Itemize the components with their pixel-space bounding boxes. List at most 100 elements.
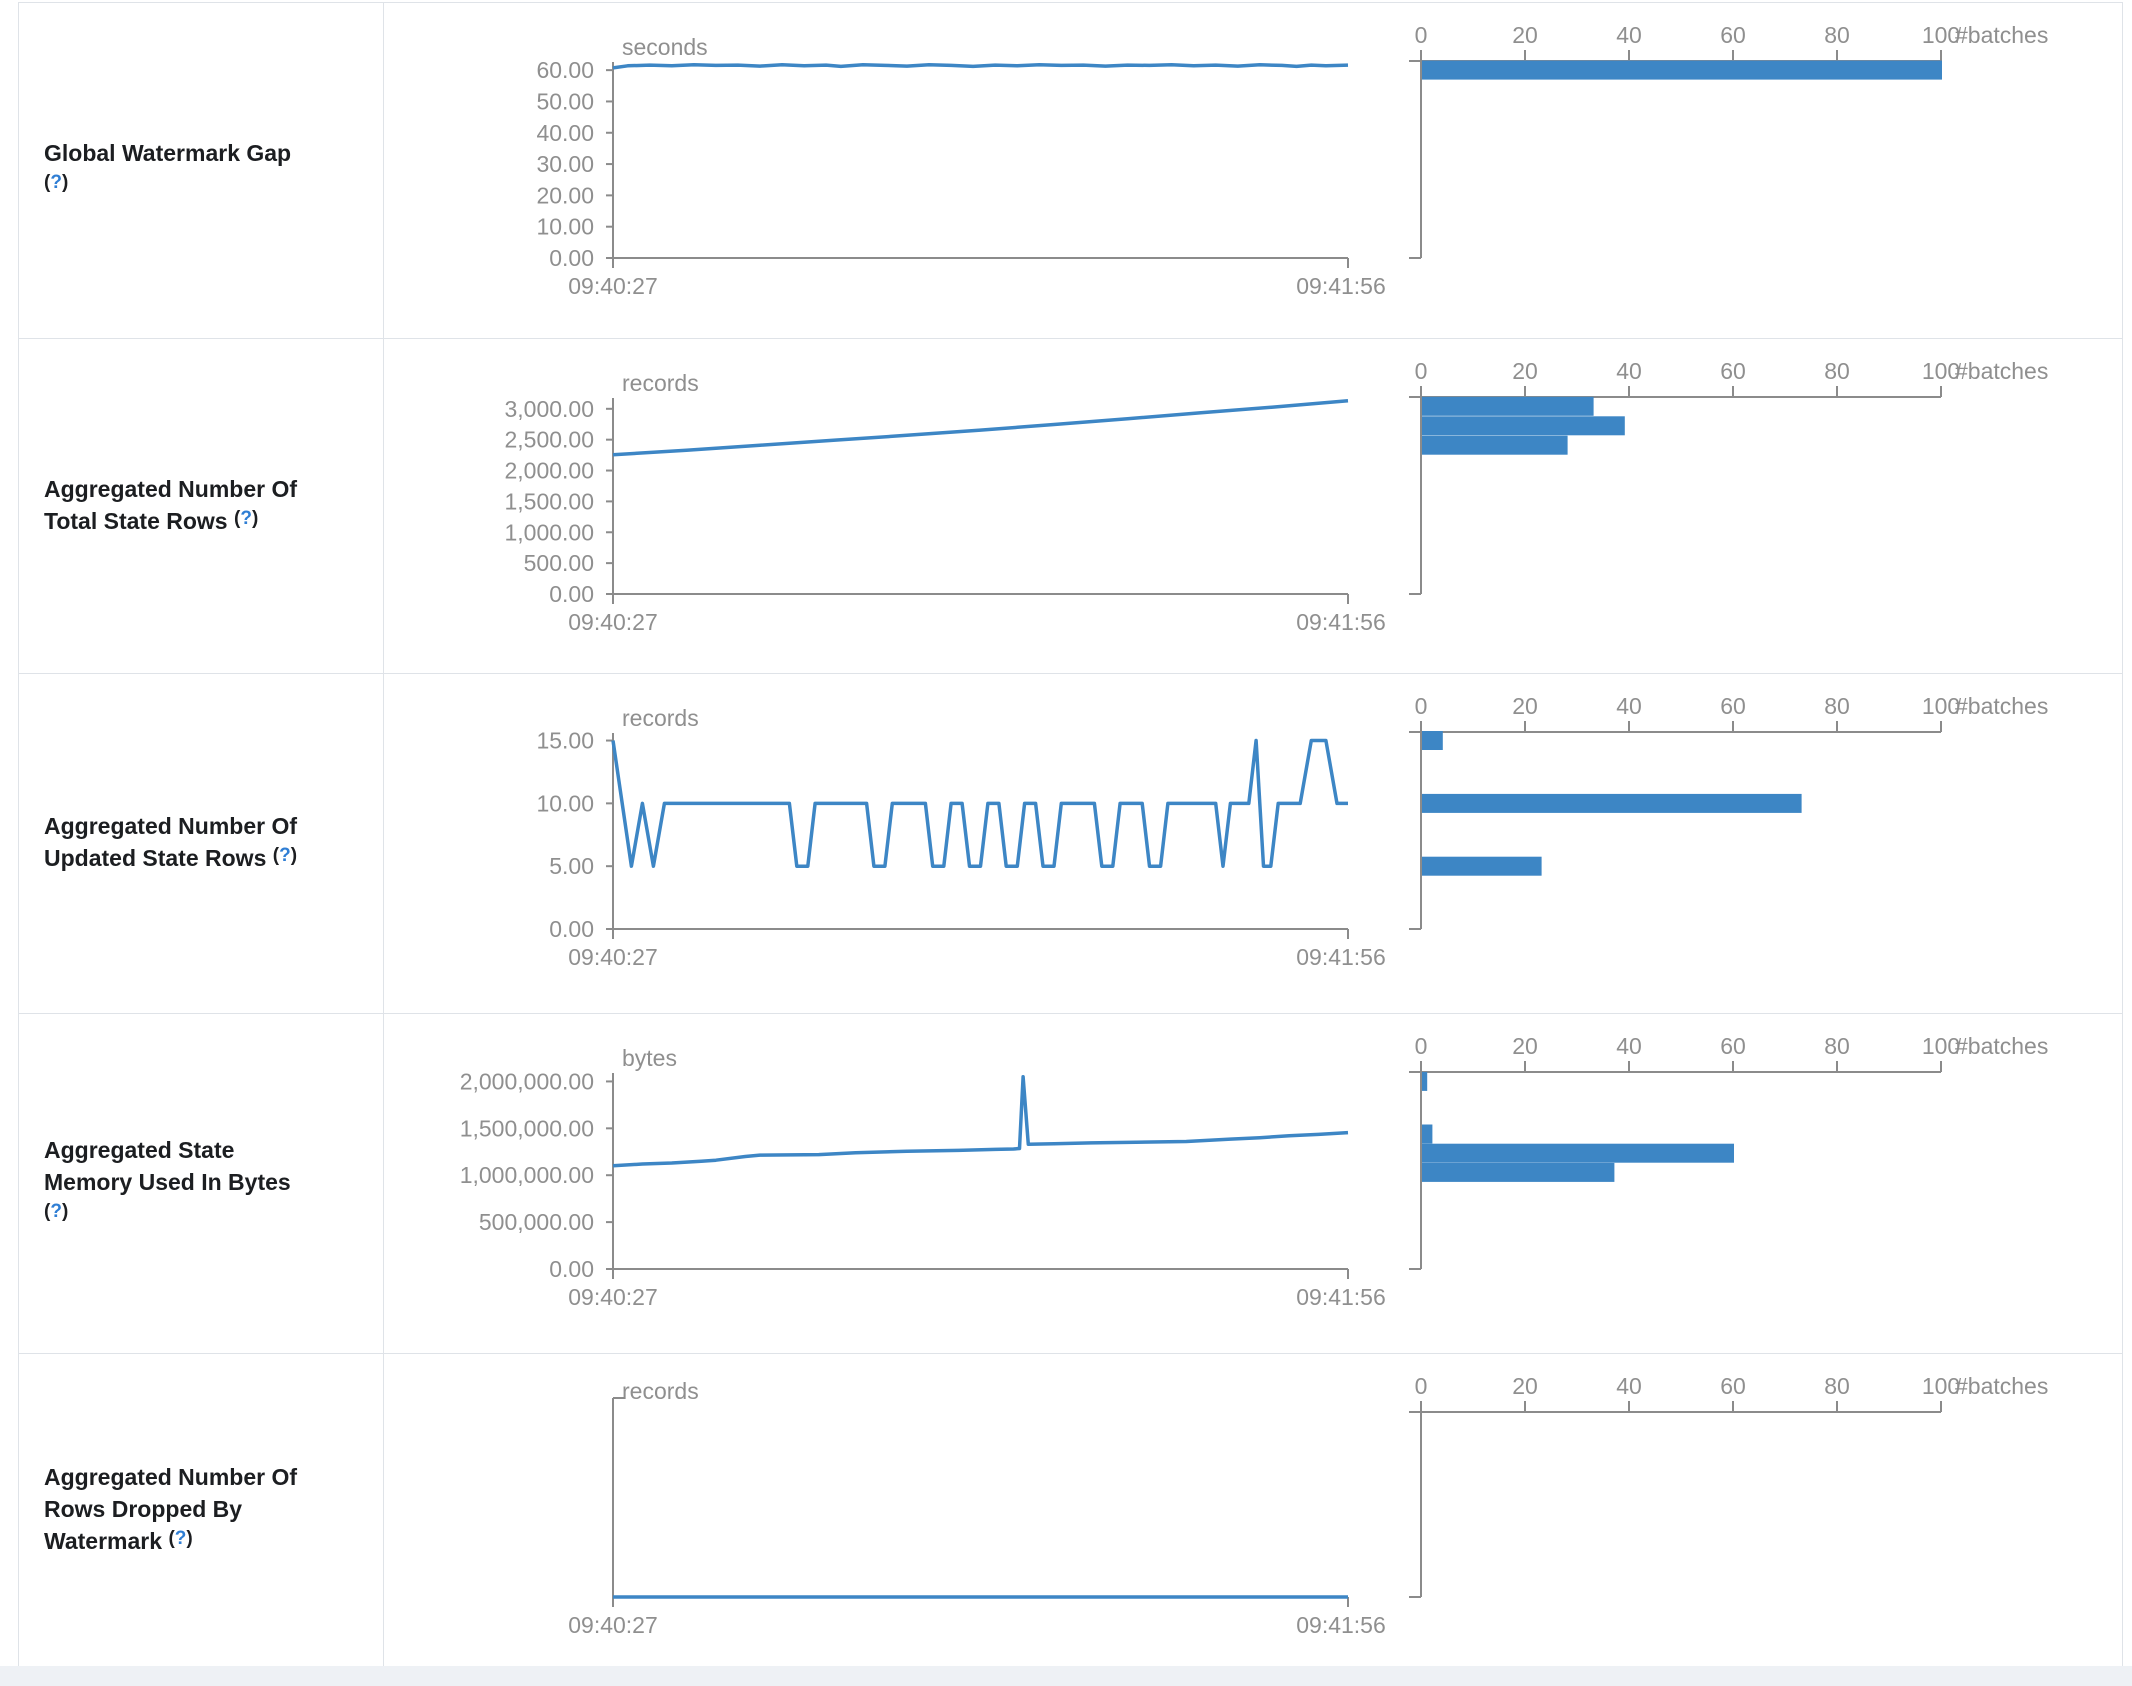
metric-label: Aggregated Number Of Rows Dropped By Water… (19, 1354, 384, 1667)
histogram-x-tick-label: 0 (1415, 693, 1428, 719)
timeline-x-start-label: 09:40:27 (568, 1284, 658, 1310)
timeline-x-end-label: 09:41:56 (1296, 1612, 1386, 1638)
metric-label-line: Watermark (?) (44, 1525, 383, 1560)
help-link[interactable]: ? (50, 172, 62, 193)
timeline-y-tick-label: 2,000,000.00 (460, 1068, 594, 1094)
help-marker: (?) (273, 845, 297, 866)
timeline-y-tick-label: 30.00 (536, 151, 594, 177)
timeline-y-tick-label: 10.00 (536, 214, 594, 240)
metric-label-text: Aggregated Number Of (44, 475, 298, 502)
histogram-chart: 0 20 40 60 80 100#batches (1409, 693, 2048, 930)
timeline-unit-label: seconds (622, 34, 708, 60)
histogram-x-tick-label: 60 (1720, 1373, 1746, 1399)
help-paren-close: ) (290, 845, 298, 866)
histogram-x-tick-label: 100 (1922, 22, 1960, 48)
timeline-chart: bytes 0.00 500,000.00 1,000,000.00 1,500,000… (460, 1045, 1386, 1310)
help-marker: (?) (44, 172, 68, 193)
timeline-chart: records 0.00 500.00 1,000.00 1,500.00 2,000.0… (504, 370, 1385, 635)
help-paren-close: ) (251, 507, 259, 529)
histogram-x-tick-label: 40 (1616, 358, 1642, 384)
metric-label-line: Rows Dropped By (44, 1493, 383, 1525)
timeline-unit-label: records (622, 370, 699, 396)
timeline-x-start-label: 09:40:27 (568, 944, 658, 970)
metric-charts: records 0.00 500.00 1,000.00 1,500.00 2,000.0… (384, 339, 2122, 673)
metric-label-line: Aggregated Number Of (44, 473, 383, 505)
timeline-y-tick-label: 0.00 (549, 1256, 594, 1282)
histogram-x-tick-label: 60 (1720, 22, 1746, 48)
timeline-x-start-label: 09:40:27 (568, 273, 658, 299)
metric-label-line: (?) (44, 1198, 383, 1233)
metrics-table: Global Watermark Gap (?) seconds 0.00 10.00 2… (18, 2, 2123, 1668)
histogram-x-tick-label: 60 (1720, 1033, 1746, 1059)
timeline-y-tick-label: 60.00 (536, 57, 594, 83)
histogram-x-tick-label: 40 (1616, 1373, 1642, 1399)
metric-label-text: Memory Used In Bytes (44, 1169, 291, 1195)
help-link[interactable]: ? (174, 1528, 187, 1549)
timeline-chart: seconds 0.00 10.00 20.00 30.00 40.00 50.00 60.0… (536, 34, 1385, 299)
metric-label-line: Aggregated Number Of (44, 810, 383, 842)
timeline-y-tick-label: 1,000.00 (504, 519, 594, 545)
timeline-y-tick-label: 2,500.00 (504, 427, 594, 453)
histogram-x-tick-label: 0 (1415, 358, 1428, 384)
histogram-x-tick-label: 0 (1415, 1033, 1428, 1059)
metric-label-line: Aggregated State (44, 1134, 383, 1166)
help-link[interactable]: ? (279, 845, 291, 866)
help-paren-open: ( (44, 172, 51, 193)
timeline-x-end-label: 09:41:56 (1296, 609, 1386, 635)
metric-label-text: Aggregated Number Of (44, 813, 298, 839)
timeline-y-tick-label: 50.00 (536, 88, 594, 114)
timeline-y-tick-label: 0.00 (549, 916, 594, 942)
metric-label: Aggregated Number Of Total State Rows (?) (19, 339, 384, 673)
help-paren-open: ( (234, 507, 241, 529)
timeline-y-tick-label: 3,000.00 (504, 396, 594, 422)
timeline-x-end-label: 09:41:56 (1296, 1284, 1386, 1310)
histogram-x-tick-label: 0 (1415, 1373, 1428, 1399)
timeline-y-tick-label: 500.00 (524, 550, 594, 576)
histogram-x-tick-label: 100 (1922, 1373, 1960, 1399)
help-link[interactable]: ? (50, 1201, 62, 1222)
metric-label-line: Total State Rows (?) (44, 505, 383, 540)
timeline-chart: records 0.00 5.00 10.00 15.00 09:40:27 09:41:5… (536, 705, 1385, 970)
metric-label-line: Updated State Rows (?) (44, 842, 383, 877)
metric-label-text: Total State Rows (44, 507, 228, 534)
metric-label-text: Rows Dropped By (44, 1496, 243, 1522)
histogram-x-tick-label: 40 (1616, 22, 1642, 48)
timeline-chart: records 09:40:27 09:41:56 (568, 1378, 1386, 1638)
help-link[interactable]: ? (240, 507, 252, 529)
timeline-y-tick-label: 1,000,000.00 (460, 1162, 594, 1188)
help-marker: (?) (168, 1528, 192, 1549)
metric-charts-svg: records 0.00 500.00 1,000.00 1,500.00 2,000.0… (504, 358, 2048, 635)
metric-label: Aggregated State Memory Used In Bytes (?) (19, 1014, 384, 1353)
histogram-chart: 0 20 40 60 80 100#batches (1409, 358, 2048, 595)
help-paren-open: ( (272, 845, 280, 866)
metric-charts: records 09:40:27 09:41:56 0 20 40 60 80 100 #batc… (384, 1354, 2122, 1667)
help-paren-open: ( (168, 1528, 175, 1549)
timeline-y-tick-label: 1,500.00 (504, 488, 594, 514)
histogram-x-tick-label: 80 (1824, 1373, 1850, 1399)
histogram-bar (1422, 1162, 1615, 1182)
histogram-x-tick-label: 40 (1616, 693, 1642, 719)
page-background-strip (0, 1666, 2132, 1686)
metric-charts: bytes 0.00 500,000.00 1,000,000.00 1,500,000… (384, 1014, 2122, 1353)
histogram-bar (1422, 793, 1802, 813)
metric-label-text: Aggregated Number Of (44, 1464, 298, 1490)
histogram-unit-label: #batches (1955, 693, 2048, 719)
metric-label-text: Aggregated State (44, 1137, 235, 1163)
histogram-x-tick-label: 80 (1824, 358, 1850, 384)
histogram-unit-label: #batches (1955, 22, 2048, 48)
help-marker: (?) (234, 508, 258, 529)
metric-label-line: (?) (44, 169, 383, 204)
histogram-bar (1422, 856, 1542, 876)
histogram-bar (1422, 435, 1568, 455)
histogram-bar (1422, 416, 1625, 436)
histogram-x-tick-label: 20 (1512, 358, 1538, 384)
metric-label-text: Global Watermark Gap (44, 140, 292, 166)
histogram-unit-label: #batches (1955, 1373, 2048, 1399)
metric-charts-svg: seconds 0.00 10.00 20.00 30.00 40.00 50.00 60.0… (536, 22, 2048, 299)
help-paren-close: ) (186, 1528, 193, 1549)
timeline-series-line (611, 738, 1348, 868)
timeline-y-tick-label: 0.00 (549, 245, 594, 271)
histogram-x-tick-label: 80 (1824, 22, 1850, 48)
timeline-unit-label: records (622, 705, 699, 731)
metric-label-line: Global Watermark Gap (44, 137, 383, 169)
